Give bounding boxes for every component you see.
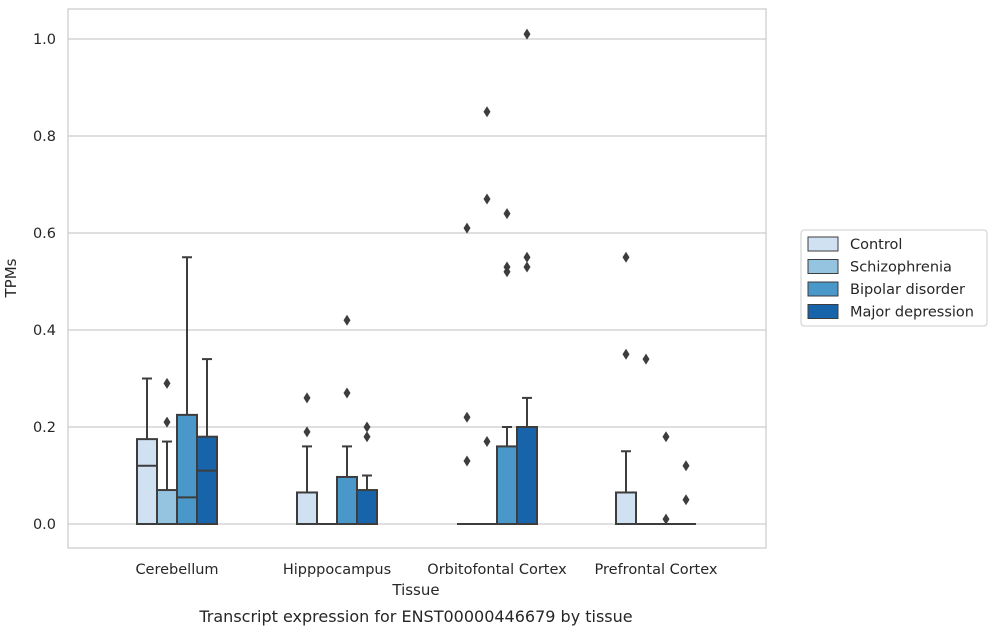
box-body — [615, 491, 637, 526]
box-body — [516, 426, 538, 525]
box — [477, 106, 497, 525]
box-body — [136, 438, 158, 525]
outlier-point — [163, 377, 171, 389]
box-body — [336, 475, 358, 525]
outlier-point — [642, 353, 650, 365]
x-tick-labels: Cerebellum Hipppocampus Orbitofontal Corte… — [135, 562, 717, 578]
y-tick-label: 0.6 — [33, 226, 56, 242]
outlier-point — [503, 261, 511, 273]
box — [356, 421, 378, 525]
outlier-point — [662, 513, 670, 525]
series-schizophrenia — [156, 106, 656, 525]
series-control — [136, 222, 637, 526]
legend-swatch — [807, 259, 839, 274]
box-body — [176, 413, 198, 525]
box-body — [356, 489, 378, 525]
box — [615, 251, 637, 526]
outlier-point — [523, 251, 531, 263]
box — [196, 358, 218, 526]
y-tick-label: 0.0 — [33, 517, 56, 533]
x-axis-label: Tissue — [391, 581, 439, 599]
box-series-group — [136, 28, 696, 526]
outlier-point — [343, 387, 351, 399]
box — [676, 460, 696, 525]
outlier-point — [463, 222, 471, 234]
plot-frame — [67, 8, 767, 549]
gridlines — [68, 38, 766, 525]
outlier-point — [363, 421, 371, 433]
outlier-point — [523, 261, 531, 273]
x-tick-label: Hipppocampus — [283, 562, 391, 578]
series-major-depression — [196, 28, 696, 526]
box-body — [496, 445, 518, 525]
outlier-point — [463, 455, 471, 467]
legend-label: Major depression — [850, 305, 974, 321]
y-tick-label: 0.2 — [33, 420, 56, 436]
x-tick-label: Orbitofontal Cortex — [427, 562, 567, 578]
y-tick-labels: 0.0 0.2 0.4 0.6 0.8 1.0 — [33, 32, 56, 533]
outlier-point — [503, 208, 511, 220]
outlier-point — [523, 28, 531, 40]
outlier-point — [483, 436, 491, 448]
outlier-point — [303, 426, 311, 438]
y-tick-label: 0.4 — [33, 323, 56, 339]
box — [496, 208, 518, 525]
box — [156, 377, 178, 525]
outlier-point — [483, 106, 491, 118]
box — [636, 353, 656, 525]
legend-label: Bipolar disorder — [850, 282, 965, 298]
x-tick-label: Prefrontal Cortex — [595, 562, 718, 578]
box-body — [296, 491, 318, 526]
legend: Control Schizophrenia Bipolar disorder Majo… — [800, 229, 988, 327]
box — [176, 256, 198, 525]
box — [656, 431, 676, 525]
box — [516, 28, 538, 525]
outlier-point — [622, 251, 630, 263]
outlier-point — [662, 431, 670, 443]
x-tick-label: Cerebellum — [135, 562, 218, 578]
box — [296, 392, 318, 526]
box — [336, 314, 358, 525]
box — [457, 222, 477, 525]
legend-label: Control — [850, 237, 902, 253]
outlier-point — [463, 411, 471, 423]
legend-frame — [800, 229, 988, 327]
legend-swatch — [807, 236, 839, 252]
legend-swatch — [807, 304, 839, 319]
box — [136, 377, 158, 525]
chart-caption: Transcript expression for ENST0000044667… — [198, 607, 632, 626]
outlier-point — [622, 348, 630, 360]
outlier-point — [363, 431, 371, 443]
y-tick-label: 1.0 — [33, 32, 56, 48]
y-axis-label: TPMs — [2, 258, 20, 298]
box-body — [196, 435, 218, 526]
outlier-point — [343, 314, 351, 326]
outlier-point — [682, 460, 690, 472]
outlier-point — [163, 416, 171, 428]
y-tick-label: 0.8 — [33, 129, 56, 145]
outlier-point — [483, 193, 491, 205]
legend-swatch — [807, 281, 839, 297]
series-bipolar-disorder — [176, 208, 676, 525]
box-body — [156, 489, 178, 525]
outlier-point — [303, 392, 311, 404]
legend-label: Schizophrenia — [850, 260, 952, 276]
outlier-point — [682, 494, 690, 506]
